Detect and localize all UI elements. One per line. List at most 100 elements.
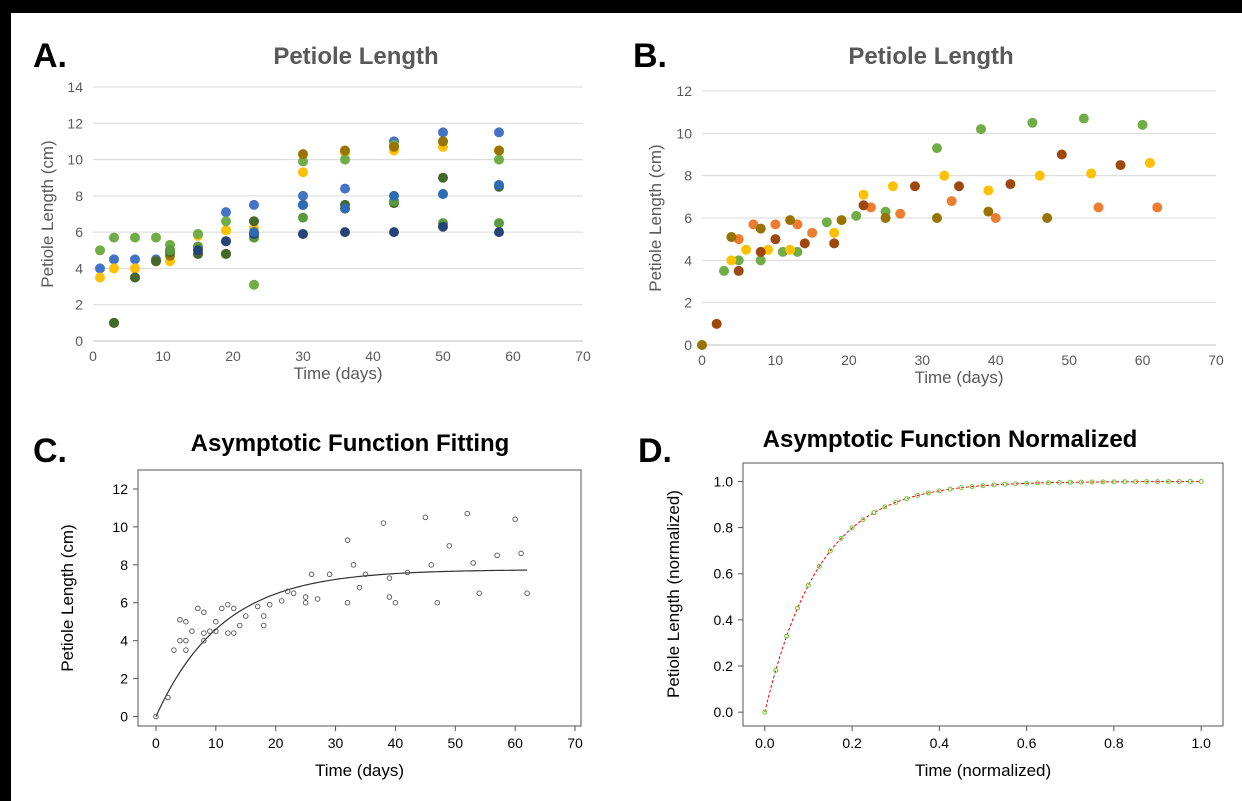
chart-d-data-point (1089, 479, 1095, 485)
chart-b-data-point (990, 213, 1001, 223)
chart-d-xtick-label: 0.6 (1017, 735, 1037, 751)
chart-a-ytick-label: 12 (67, 115, 83, 131)
chart-b-data-point (1027, 117, 1038, 128)
chart-b-data-point (755, 246, 766, 257)
chart-c-data-point (362, 571, 369, 578)
chart-b-data-point (748, 219, 759, 230)
chart-c-data-point (171, 647, 177, 653)
chart-d-data-point (795, 605, 801, 611)
chart-b-data-point (733, 255, 744, 266)
chart-a-data-point (340, 145, 350, 156)
chart-c-data-point (524, 590, 530, 597)
chart-d-ytick-label: 0.2 (714, 658, 734, 674)
chart-b-data-point (1086, 168, 1097, 179)
chart-a-data-point (298, 156, 308, 167)
chart-d-data-point (969, 484, 975, 490)
chart-b-data-point (946, 196, 957, 207)
chart-a-ytick-label: 0 (75, 333, 83, 349)
chart-d-dashed-line (764, 481, 1202, 713)
panel-label-c: C. (33, 432, 67, 470)
chart-c-data-point (386, 575, 393, 581)
chart-b-data-point (792, 219, 803, 230)
chart-c-ytick-label: 4 (120, 633, 128, 649)
chart-b-data-point (799, 238, 810, 249)
chart-c-data-point (207, 628, 213, 634)
chart-d-xtick-label: 0.8 (1104, 735, 1124, 751)
chart-d-ytick-label: 0.0 (714, 704, 734, 720)
chart-c-data-point (470, 560, 476, 566)
chart-b-data-point (851, 210, 862, 221)
chart-a-data-point (438, 136, 448, 147)
chart-a-data-point (249, 216, 259, 227)
chart-d-data-point (882, 504, 888, 510)
chart-b-data-point (733, 265, 744, 276)
chart-b-data-point (829, 227, 840, 238)
chart-a-data-point (249, 227, 259, 238)
chart-b-data-point (726, 232, 737, 243)
chart-a-data-point (298, 149, 308, 160)
chart-c-data-point (195, 605, 201, 612)
chart-a-data-point (130, 263, 140, 274)
chart-a-data-point (109, 317, 119, 328)
chart-b-data-point (1115, 160, 1126, 171)
chart-d-xtick-label: 0.2 (842, 735, 862, 751)
chart-c-data-point (225, 630, 231, 636)
chart-d-data-point (1111, 479, 1117, 485)
chart-c-data-point (476, 590, 482, 597)
chart-a-data-point (130, 232, 140, 243)
chart-a-data-point (494, 154, 504, 165)
chart-d-xtick-label: 0.4 (930, 735, 950, 751)
chart-d-title: Asymptotic Function Normalized (763, 426, 1138, 453)
chart-b-data-point (1005, 179, 1016, 190)
chart-c-data-point (356, 584, 363, 591)
chart-a-data-point (298, 190, 308, 201)
chart-a-xtick-label: 60 (505, 348, 521, 364)
chart-b-xtick-label: 50 (1061, 352, 1077, 368)
chart-d-data-point (1067, 479, 1073, 485)
chart-a-data-point (340, 227, 350, 238)
chart-c-data-point (260, 622, 267, 629)
chart-c-data-point (266, 601, 273, 608)
chart-a-ytick-label: 8 (75, 188, 83, 204)
chart-c-data-point (153, 713, 159, 720)
chart-c-data-point (165, 694, 171, 701)
chart-b-xtick-label: 70 (1208, 352, 1224, 368)
chart-d-data-point (805, 582, 811, 588)
chart-b-data-point (726, 255, 737, 266)
chart-c-xtick-label: 40 (388, 735, 404, 751)
chart-a-data-point (109, 254, 119, 265)
chart-a-xtick-label: 20 (225, 348, 241, 364)
chart-b-data-point (909, 181, 920, 192)
chart-a-y-axis-label: Petiole Length (cm) (38, 140, 57, 287)
chart-b-ytick-label: 0 (684, 337, 692, 353)
chart-a-data-point (95, 272, 105, 283)
chart-d-data-point (1035, 480, 1041, 486)
chart-c-x-axis-label: Time (days) (315, 761, 404, 780)
chart-a-data-point (389, 190, 399, 201)
chart-c-data-point (422, 514, 429, 521)
panel-label-a: A. (33, 37, 67, 75)
chart-b-xtick-label: 20 (841, 352, 857, 368)
chart-d-ytick-label: 0.8 (714, 520, 734, 536)
chart-c-data-point (428, 562, 435, 568)
chart-a-data-point (249, 199, 259, 210)
chart-a-ytick-label: 14 (67, 79, 83, 95)
chart-a-ytick-label: 10 (67, 152, 83, 168)
chart-a-data-point (340, 183, 350, 194)
chart-b-data-point (1042, 213, 1053, 223)
chart-b-data-point (880, 213, 891, 223)
chart-c-data-point (290, 590, 297, 597)
chart-c-data-point (494, 552, 500, 559)
chart-c-data-point (231, 630, 237, 636)
chart-d-data-point (1078, 479, 1084, 485)
chart-d-data-point (893, 499, 899, 505)
chart-b-data-point (770, 234, 781, 245)
chart-c-data-point (386, 594, 393, 600)
chart-a-data-point (221, 216, 231, 227)
chart-d-data-point (784, 633, 790, 639)
chart-b-ytick-label: 6 (684, 210, 692, 226)
chart-a-xtick-label: 40 (365, 348, 381, 364)
chart-c-fit-line (155, 569, 528, 717)
chart-d-data-point (1013, 481, 1019, 487)
chart-b-data-point (829, 238, 840, 249)
